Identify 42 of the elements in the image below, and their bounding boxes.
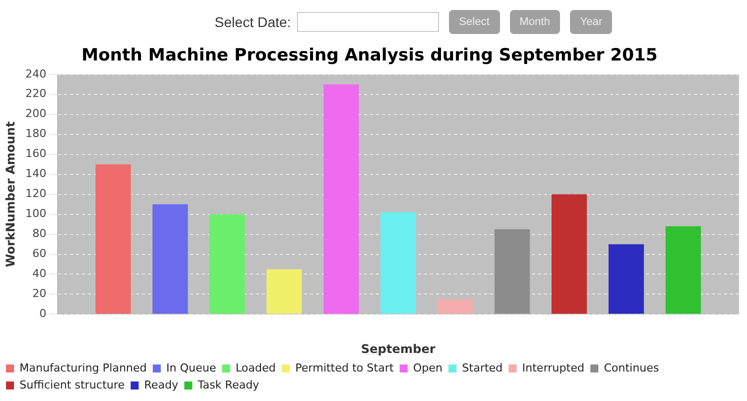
- y-tick-label: 100: [25, 207, 46, 220]
- bar: [494, 229, 530, 314]
- legend-label: Started: [462, 361, 503, 374]
- y-tick-label: 0: [39, 307, 46, 320]
- bar: [324, 84, 359, 314]
- text: Select: [448, 10, 500, 34]
- legend-label: Loaded: [236, 361, 276, 374]
- legend-label: Open: [413, 361, 443, 374]
- y-tick-label: 220: [25, 87, 46, 100]
- legend-label: Task Ready: [196, 378, 260, 392]
- y-tick-label: 180: [25, 127, 46, 140]
- text: Year: [570, 10, 612, 34]
- bar: [552, 194, 587, 314]
- bar: [666, 226, 701, 314]
- legend-label: In Queue: [166, 361, 216, 374]
- bar: [266, 269, 302, 314]
- bar: [380, 212, 416, 314]
- legend-label: Manufacturing Planned: [20, 361, 147, 374]
- chart-title: Month Machine Processing Analysis during September 2015: [81, 46, 658, 66]
- bar: [152, 204, 188, 314]
- y-tick-label: 200: [25, 107, 46, 120]
- bar: [210, 214, 245, 314]
- y-tick-label: 20: [32, 287, 46, 300]
- text: Month: [510, 10, 560, 34]
- y-tick-label: 120: [25, 187, 46, 200]
- legend-label: Ready: [144, 378, 179, 392]
- y-tick-label: 140: [25, 167, 46, 180]
- bar: [438, 299, 473, 314]
- y-axis-title: WorkNumber Amount: [3, 121, 18, 268]
- y-tick-label: 160: [25, 147, 46, 160]
- bar: [608, 244, 644, 314]
- legend-label: Interrupted: [522, 361, 584, 374]
- legend-label: Sufficient structure: [20, 378, 125, 392]
- bar: [95, 164, 131, 314]
- legend-label: Permitted to Start: [295, 361, 394, 374]
- legend-label: Continues: [604, 361, 660, 374]
- y-tick-label: 240: [25, 67, 46, 80]
- y-tick-label: 60: [32, 247, 46, 260]
- y-tick-label: 40: [32, 267, 46, 280]
- y-tick-label: 80: [32, 227, 46, 240]
- text: Select Date:: [214, 14, 291, 30]
- x-axis-title: September: [360, 342, 436, 356]
